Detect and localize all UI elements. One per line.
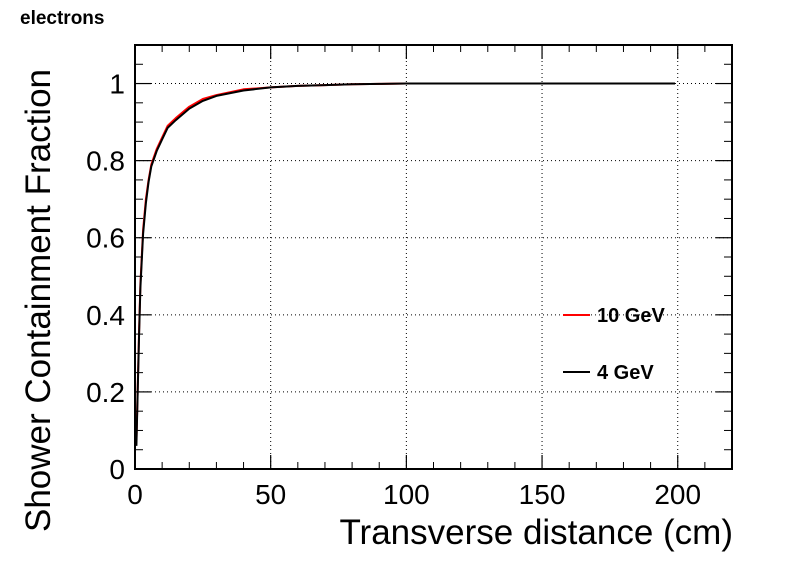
- grid: [135, 45, 732, 469]
- x-tick-label: 0: [127, 479, 143, 510]
- y-tick-label: 0: [109, 454, 125, 485]
- series-layer: [135, 82, 675, 446]
- x-tick-label: 100: [383, 479, 430, 510]
- y-axis-title: Shower Containment Fraction: [19, 69, 58, 532]
- chart-title: electrons: [20, 8, 104, 29]
- x-tick-label: 50: [255, 479, 286, 510]
- x-tick-label: 200: [654, 479, 701, 510]
- tick-labels: 0 50 100 150 200 0 0.2 0.4 0.6 0.8 1: [86, 69, 701, 510]
- legend: 10 GeV 4 GeV: [563, 305, 665, 384]
- y-tick-label: 0.4: [86, 300, 125, 331]
- y-tick-label: 0.6: [86, 223, 125, 254]
- x-tick-label: 150: [519, 479, 566, 510]
- y-tick-label: 0.2: [86, 377, 125, 408]
- series-line-1: [135, 82, 675, 446]
- legend-label: 4 GeV: [597, 362, 654, 384]
- x-axis-title: Transverse distance (cm): [339, 513, 733, 552]
- y-tick-label: 1: [109, 69, 125, 100]
- axis-ticks: [134, 45, 733, 470]
- y-tick-label: 0.8: [86, 146, 125, 177]
- legend-label: 10 GeV: [597, 305, 665, 327]
